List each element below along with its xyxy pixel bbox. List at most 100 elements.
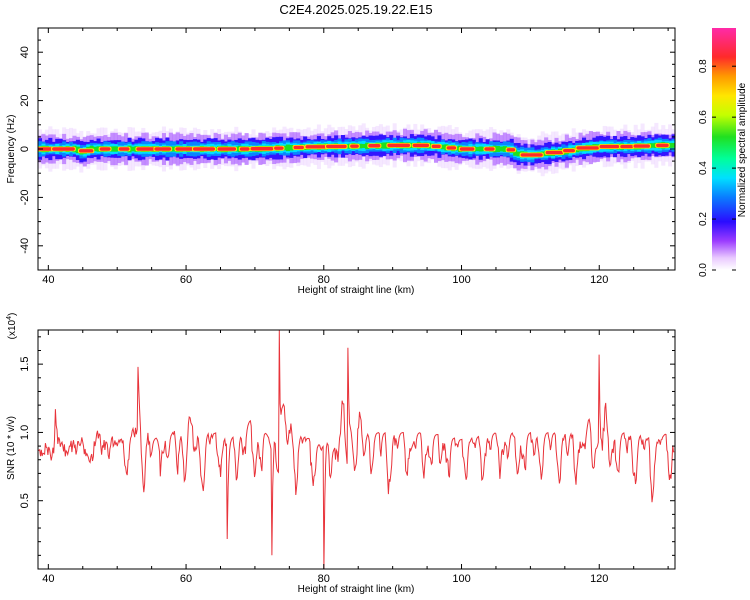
spectral-peak	[99, 147, 111, 151]
spectral-cell	[358, 143, 363, 149]
spectral-peak	[620, 144, 634, 149]
snr-ytick-label: 0.5	[19, 493, 31, 508]
spectral-peak	[484, 147, 495, 151]
snr-scale-prefix: (x10	[7, 319, 18, 339]
spectral-cell	[130, 146, 136, 152]
colorbar-ticks: 0.0 0.2 0.4 0.6 0.8	[698, 59, 736, 277]
svg-text:(x104): (x104)	[6, 313, 18, 340]
snr-axes: 40 60 80 100 120 0.5 1.0 1.5	[19, 330, 675, 585]
spectral-peak	[431, 144, 441, 149]
spectral-peak	[506, 148, 516, 152]
spectrogram-xtick-label: 100	[452, 274, 470, 286]
snr-scale-label: (x104)	[6, 313, 18, 340]
spectral-peak	[239, 147, 250, 151]
snr-ytick-label: 1.0	[19, 425, 31, 440]
snr-xtick-label: 120	[590, 573, 608, 585]
spectral-peak	[576, 146, 600, 150]
spectral-peak	[136, 147, 159, 151]
spectrogram-xlabel: Height of straight line (km)	[298, 285, 415, 296]
spectrogram-xtick-label: 40	[42, 274, 54, 286]
spectral-cell	[361, 143, 366, 148]
spectral-peak	[368, 144, 381, 148]
spectral-peak	[52, 147, 75, 151]
spectral-cell	[365, 142, 370, 150]
spectral-cell	[475, 146, 480, 152]
snr-ytick-label: 1.5	[19, 356, 31, 371]
spectral-cell	[382, 142, 387, 149]
spectral-cell	[516, 151, 521, 157]
spectral-cell	[289, 144, 294, 151]
spectral-peak	[38, 147, 53, 151]
snr-scale-exponent: 4	[6, 316, 13, 320]
spectral-cell	[96, 146, 101, 152]
spectral-peak	[154, 147, 172, 151]
spectrogram-xtick-label: 80	[318, 274, 330, 286]
spectral-peak	[387, 143, 411, 148]
spectral-cell	[93, 146, 98, 152]
colorbar-tick-label: 0.4	[698, 161, 709, 175]
snr-xlabel: Height of straight line (km)	[298, 584, 415, 595]
spectral-cell	[499, 146, 504, 152]
spectral-cell	[113, 146, 118, 152]
spectral-peak	[545, 150, 564, 155]
spectral-peak	[192, 147, 215, 151]
spectral-peak	[599, 144, 620, 149]
spectral-peak	[305, 145, 328, 149]
colorbar-gradient	[712, 28, 736, 270]
spectral-cell	[110, 146, 115, 152]
spectral-cell	[495, 146, 500, 152]
colorbar-tick-label: 0.6	[698, 110, 709, 124]
spectral-cell	[513, 149, 518, 156]
spectrogram-panel: 40 60 80 100 120 -40 -20 0 20 40 Height of straig…	[6, 27, 676, 296]
snr-series-line	[38, 330, 675, 569]
spectrogram-ytick-label: 20	[19, 94, 31, 106]
spectrogram-ytick-label: -20	[19, 189, 31, 205]
spectral-cell	[650, 143, 655, 148]
spectral-peak	[325, 144, 347, 149]
colorbar-tick-label: 0.8	[698, 59, 709, 73]
spectral-cell	[671, 142, 675, 148]
spectral-cell	[285, 144, 290, 152]
spectral-peak	[250, 147, 274, 151]
snr-xtick-label: 40	[42, 573, 54, 585]
snr-xtick-label: 100	[452, 573, 470, 585]
snr-panel: 40 60 80 100 120 0.5 1.0 1.5 Height of straight…	[6, 313, 676, 595]
spectrogram-xtick-label: 60	[180, 274, 192, 286]
colorbar-label: Normalized spectral amplitude	[737, 82, 748, 217]
spectrogram-axes: 40 60 80 100 120 -40 -20 0 20 40	[19, 28, 675, 286]
colorbar-tick-label: 0.0	[698, 263, 709, 277]
spectral-band	[38, 122, 675, 177]
spectrogram-xtick-label: 120	[590, 274, 608, 286]
spectral-peak	[118, 147, 130, 151]
spectral-peak	[459, 147, 475, 151]
spectral-peak	[350, 144, 359, 148]
spectral-cell	[668, 142, 673, 148]
snr-frame	[37, 329, 676, 570]
figure-title: C2E4.2025.025.19.22.E15	[279, 2, 432, 17]
spectral-cell	[502, 146, 507, 152]
spectral-peak	[274, 146, 284, 150]
spectral-peak	[78, 149, 94, 153]
colorbar: 0.0 0.2 0.4 0.6 0.8 Normalized spectral ampl…	[698, 28, 748, 277]
snr-ylabel: SNR (10 * v/v)	[6, 416, 17, 480]
spectral-peak	[293, 145, 304, 150]
spectral-peak	[446, 146, 457, 150]
spectral-cell	[75, 146, 80, 154]
spectral-cell	[478, 146, 483, 152]
spectrogram-ytick-label: 40	[19, 46, 31, 58]
snr-xtick-label: 80	[318, 573, 330, 585]
spectral-cell	[172, 146, 177, 152]
spectral-peak	[563, 148, 575, 153]
spectral-peak	[520, 153, 543, 157]
spectral-peak	[633, 144, 650, 148]
snr-xtick-label: 60	[180, 573, 192, 585]
spectral-cell	[440, 144, 445, 150]
spectral-peak	[412, 143, 430, 148]
spectrogram-ytick-label: -40	[19, 238, 31, 254]
spectral-peak	[217, 147, 237, 151]
spectrogram-ylabel: Frequency (Hz)	[6, 115, 17, 184]
spectrogram-ytick-label: 0	[19, 146, 31, 152]
colorbar-tick-label: 0.2	[698, 212, 709, 226]
spectral-peak	[656, 143, 669, 148]
